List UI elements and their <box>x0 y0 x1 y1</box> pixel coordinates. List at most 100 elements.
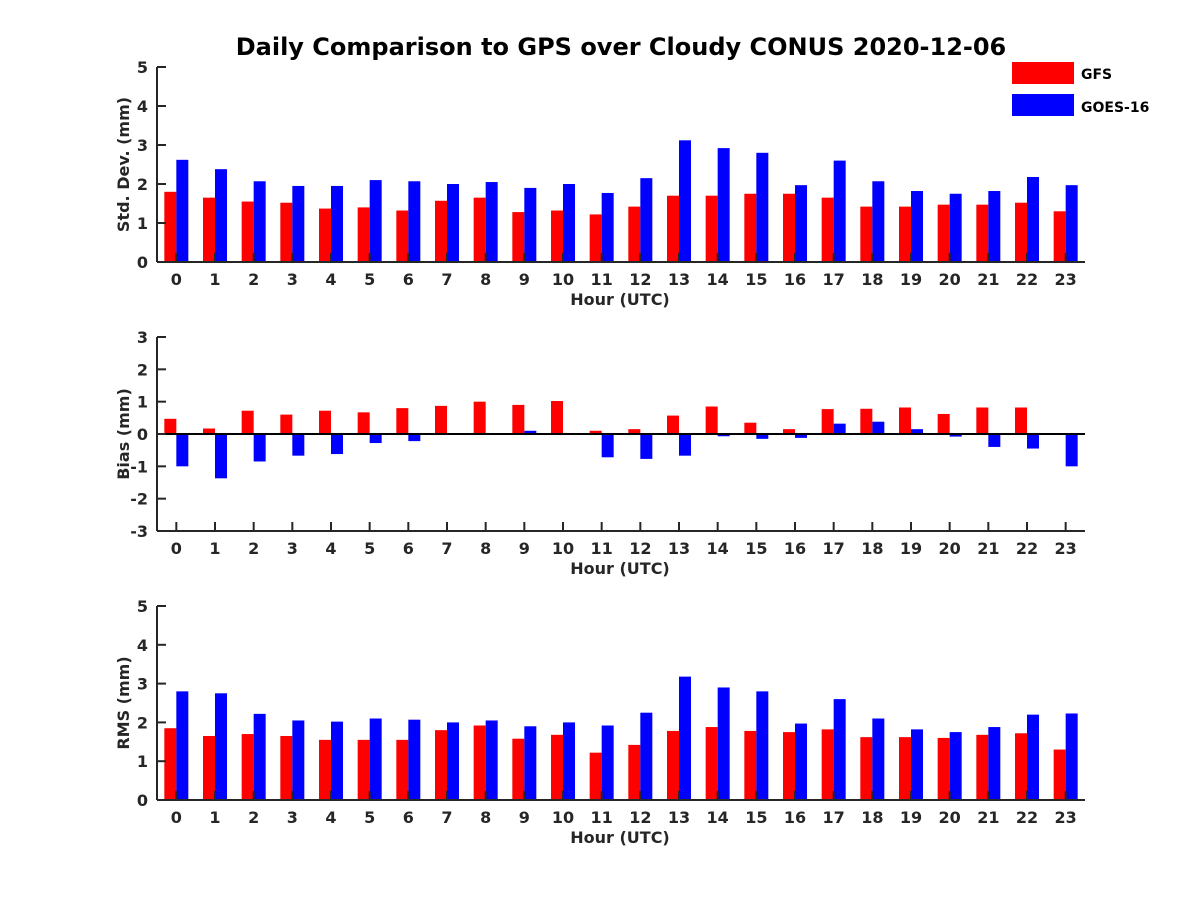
rms-bar-goes16-19 <box>911 729 923 800</box>
stddev-bar-gfs-19 <box>899 206 911 262</box>
rms-bar-gfs-16 <box>783 732 795 800</box>
stddev-bar-gfs-14 <box>705 195 718 262</box>
rms-x-tick-label: 1 <box>209 808 220 827</box>
stddev-x-tick-label: 10 <box>552 270 574 289</box>
bias-bar-goes16-20 <box>949 434 962 437</box>
stddev-bar-gfs-18 <box>860 206 873 262</box>
rms-bar-gfs-22 <box>1015 733 1027 800</box>
stddev-bar-gfs-13 <box>667 195 679 262</box>
stddev-y-tick-label: 4 <box>137 97 148 116</box>
stddev-x-tick-label: 6 <box>403 270 414 289</box>
bias-y-tick-label: 3 <box>137 328 148 347</box>
stddev-bar-gfs-4 <box>319 208 331 262</box>
bias-bar-goes16-16 <box>795 434 807 438</box>
rms-bar-goes16-23 <box>1065 713 1078 800</box>
bias-x-tick-label: 11 <box>591 539 613 558</box>
bias-bar-gfs-8 <box>473 401 486 434</box>
bias-bar-gfs-2 <box>241 410 254 434</box>
stddev-bar-goes16-23 <box>1065 185 1078 262</box>
stddev-x-tick-label: 15 <box>745 270 767 289</box>
stddev-bar-goes16-19 <box>911 191 923 262</box>
rms-x-tick-label: 21 <box>977 808 999 827</box>
stddev-y-tick-label: 2 <box>137 175 148 194</box>
bias-x-tick-label: 17 <box>823 539 845 558</box>
bias-x-tick-label: 19 <box>900 539 922 558</box>
bias-x-tick-label: 23 <box>1055 539 1077 558</box>
bias-x-tick-label: 15 <box>745 539 767 558</box>
rms-bar-gfs-17 <box>821 729 834 800</box>
stddev-x-tick-label: 0 <box>171 270 182 289</box>
stddev-x-tick-label: 21 <box>977 270 999 289</box>
stddev-x-tick-label: 4 <box>325 270 336 289</box>
bias-bar-goes16-23 <box>1065 434 1078 467</box>
stddev-bar-goes16-2 <box>253 181 266 262</box>
rms-x-tick-label: 17 <box>823 808 845 827</box>
stddev-x-tick-label: 18 <box>861 270 883 289</box>
stddev-bar-gfs-22 <box>1015 202 1027 262</box>
stddev-bar-goes16-12 <box>640 178 653 262</box>
bias-bar-gfs-1 <box>203 428 215 434</box>
bias-y-tick-label: 1 <box>137 393 148 412</box>
rms-x-tick-label: 15 <box>745 808 767 827</box>
rms-x-tick-label: 7 <box>441 808 452 827</box>
stddev-y-tick-label: 3 <box>137 136 148 155</box>
bias-bar-goes16-3 <box>292 434 305 456</box>
stddev-bar-gfs-2 <box>241 201 254 262</box>
rms-bar-gfs-19 <box>899 737 911 800</box>
bias-bar-gfs-20 <box>937 413 950 434</box>
bias-bar-goes16-6 <box>408 434 421 442</box>
rms-bar-gfs-7 <box>435 730 447 800</box>
stddev-bar-goes16-6 <box>408 181 421 262</box>
stddev-bar-goes16-22 <box>1027 176 1039 262</box>
rms-x-tick-label: 18 <box>861 808 883 827</box>
rms-bar-goes16-1 <box>215 693 227 800</box>
legend-swatch-gfs <box>1012 62 1074 84</box>
rms-bar-gfs-9 <box>512 738 525 800</box>
stddev-bar-goes16-3 <box>292 185 305 262</box>
bias-bar-goes16-2 <box>253 434 266 462</box>
stddev-bar-goes16-21 <box>988 191 1001 262</box>
rms-bar-goes16-10 <box>563 722 575 800</box>
rms-bar-goes16-5 <box>369 718 382 800</box>
rms-bar-goes16-8 <box>485 720 498 800</box>
stddev-bar-gfs-11 <box>589 214 602 262</box>
rms-bar-goes16-14 <box>717 687 730 800</box>
rms-bar-gfs-20 <box>937 737 950 800</box>
bias-x-tick-label: 6 <box>403 539 414 558</box>
rms-bar-gfs-10 <box>551 734 563 800</box>
bias-bar-goes16-9 <box>524 430 537 434</box>
bias-bar-gfs-0 <box>164 418 177 434</box>
rms-bar-goes16-16 <box>795 723 807 800</box>
legend-label-gfs: GFS <box>1081 67 1112 83</box>
stddev-x-axis-label: Hour (UTC) <box>570 290 670 309</box>
bias-y-tick-label: -3 <box>130 522 148 541</box>
bias-x-tick-label: 2 <box>248 539 259 558</box>
bias-bar-goes16-1 <box>215 434 227 479</box>
rms-bar-goes16-7 <box>447 722 459 800</box>
bias-bar-gfs-3 <box>280 414 293 434</box>
stddev-x-tick-label: 16 <box>784 270 806 289</box>
bias-bar-gfs-7 <box>435 405 447 434</box>
rms-bar-goes16-11 <box>601 725 614 800</box>
rms-bar-goes16-9 <box>524 726 537 800</box>
legend-swatch-goes16 <box>1012 94 1074 116</box>
rms-x-tick-label: 4 <box>325 808 336 827</box>
bias-bar-gfs-5 <box>357 412 370 434</box>
legend-label-goes16: GOES-16 <box>1081 100 1149 116</box>
rms-x-tick-label: 0 <box>171 808 182 827</box>
stddev-bar-goes16-17 <box>833 160 846 262</box>
rms-bar-goes16-22 <box>1027 714 1039 800</box>
bias-bar-gfs-16 <box>783 429 795 434</box>
stddev-x-tick-label: 23 <box>1055 270 1077 289</box>
rms-x-tick-label: 23 <box>1055 808 1077 827</box>
stddev-x-tick-label: 2 <box>248 270 259 289</box>
rms-y-tick-label: 5 <box>137 597 148 616</box>
rms-x-tick-label: 3 <box>287 808 298 827</box>
rms-bar-gfs-12 <box>628 744 641 800</box>
stddev-x-tick-label: 14 <box>707 270 729 289</box>
bias-bar-gfs-10 <box>551 401 563 434</box>
bias-bar-gfs-17 <box>821 409 834 434</box>
